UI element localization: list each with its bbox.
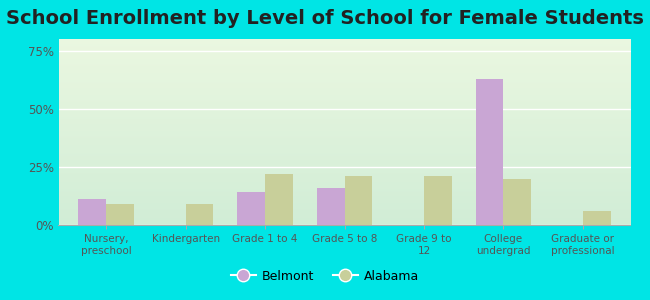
Bar (317, 188, 345, 225)
Bar (79, 200, 106, 225)
Bar (265, 174, 293, 225)
Bar (424, 176, 452, 225)
Bar (583, 211, 610, 225)
Bar (476, 79, 503, 225)
Text: School Enrollment by Level of School for Female Students: School Enrollment by Level of School for… (6, 9, 644, 28)
Bar (186, 204, 213, 225)
Bar (344, 176, 372, 225)
Bar (106, 204, 134, 225)
Bar (503, 178, 531, 225)
Legend: Belmont, Alabama: Belmont, Alabama (226, 265, 424, 288)
Bar (237, 193, 265, 225)
